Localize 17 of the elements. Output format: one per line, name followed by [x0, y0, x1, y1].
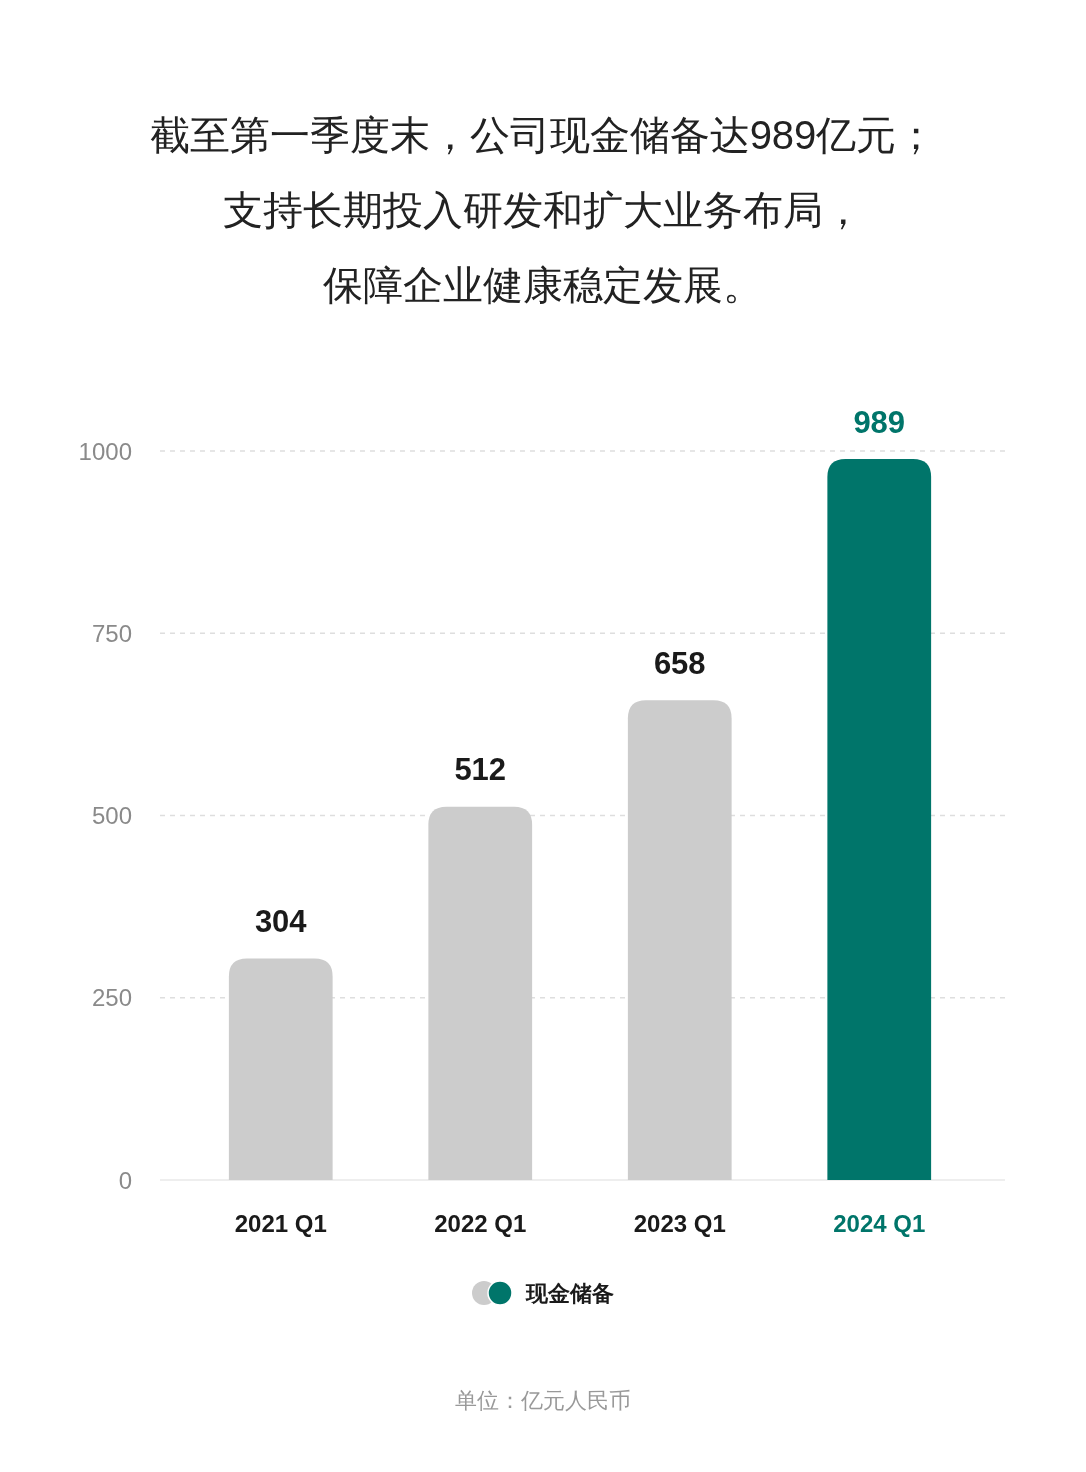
chart-title: 截至第一季度末，公司现金储备达989亿元；支持长期投入研发和扩大业务布局，保障企业健康稳定发展。: [149, 113, 937, 307]
legend: 现金储备: [472, 1280, 614, 1306]
y-tick-label: 1000: [78, 437, 132, 465]
x-tick-label: 2024 Q1: [833, 1209, 926, 1237]
y-tick-label: 250: [91, 984, 132, 1012]
y-tick-label: 0: [118, 1166, 132, 1194]
legend-label: 现金储备: [525, 1280, 614, 1306]
data-label: 304: [254, 903, 308, 939]
text: 单位：亿元人民币: [455, 1387, 631, 1413]
y-tick-label: 750: [91, 619, 132, 647]
data-label: 989: [853, 404, 906, 440]
y-tick-label: 500: [91, 802, 132, 829]
x-tick-label: 2023 Q1: [633, 1209, 726, 1237]
data-label: 658: [653, 645, 706, 681]
data-label: 512: [454, 752, 507, 788]
x-tick-label: 2022 Q1: [434, 1209, 527, 1237]
x-tick-label: 2021 Q1: [234, 1209, 327, 1237]
